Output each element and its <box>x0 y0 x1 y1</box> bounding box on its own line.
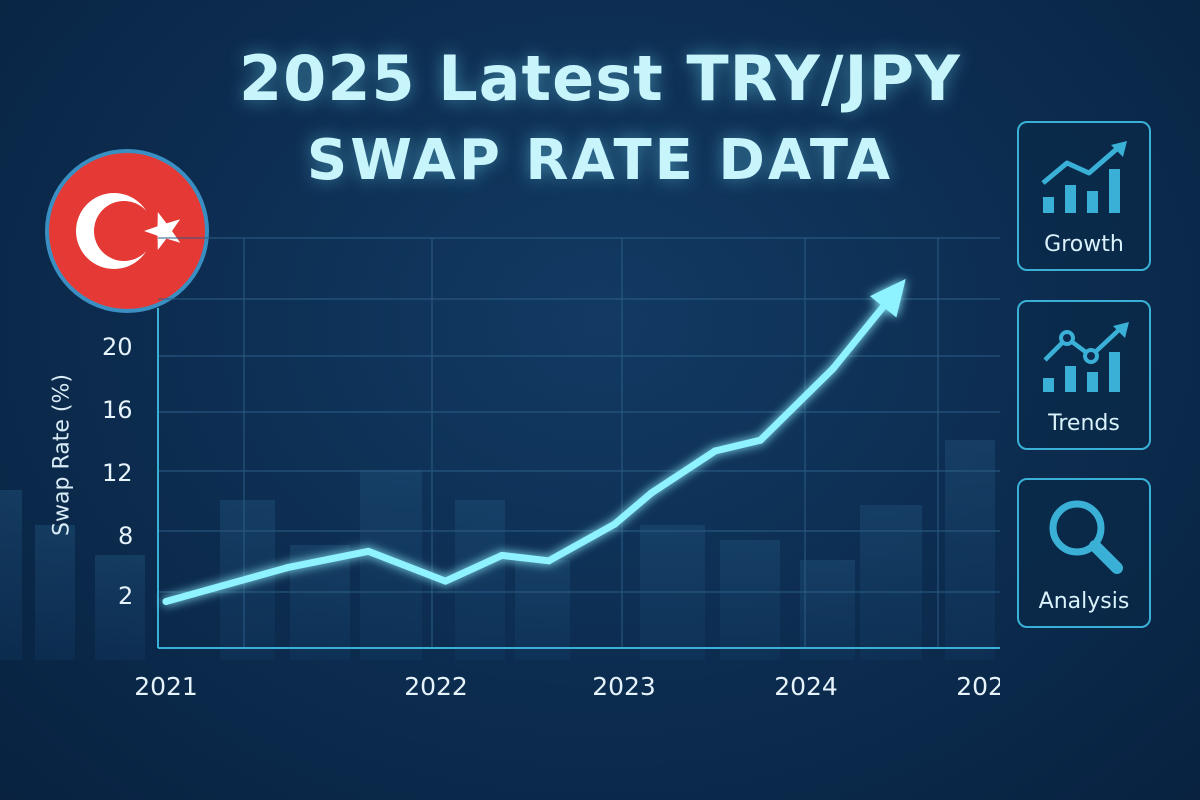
x-tick-label: 2021 <box>134 672 198 701</box>
data-point <box>365 547 372 555</box>
data-point <box>711 447 719 455</box>
y-tick-label: 12 <box>102 459 133 487</box>
growth-card: Growth <box>1017 121 1151 271</box>
x-tick-label: 2024 <box>774 672 838 701</box>
y-tick-label: 8 <box>118 522 133 550</box>
data-point <box>757 436 764 444</box>
trend-line-chart-icon <box>1043 322 1129 392</box>
y-axis-label: Swap Rate (%) <box>49 374 75 536</box>
x-tick-label: 2023 <box>592 672 656 701</box>
swap-rate-chart: 20 16 12 8 2 2021 2022 2023 2024 2025 <box>0 237 1000 701</box>
data-point <box>441 577 449 585</box>
card-label: Growth <box>1044 232 1124 257</box>
y-tick-label: 20 <box>102 333 133 361</box>
x-tick-label: 2025 <box>956 672 1000 701</box>
turkey-flag-icon <box>45 149 209 313</box>
data-point <box>647 489 655 497</box>
growth-bar-chart-icon <box>1041 141 1127 213</box>
city-skyline <box>0 440 995 660</box>
grid <box>158 237 1000 648</box>
trends-card: Trends <box>1017 300 1151 450</box>
data-point <box>829 364 837 372</box>
page-title: 2025 Latest TRY/JPY <box>239 42 961 115</box>
arrow-head-icon <box>869 278 906 318</box>
series-line-group <box>162 278 906 605</box>
series-line <box>162 286 901 605</box>
magnifying-glass-icon <box>1049 500 1123 574</box>
x-tick-label: 2022 <box>404 672 468 701</box>
y-tick-label: 16 <box>102 396 133 424</box>
page-subtitle: SWAP RATE DATA <box>306 128 894 193</box>
y-tick-label: 2 <box>118 582 133 610</box>
card-label: Analysis <box>1038 589 1130 614</box>
data-point <box>162 597 170 605</box>
card-label: Trends <box>1048 411 1120 436</box>
analysis-card: Analysis <box>1017 478 1151 628</box>
data-point <box>498 551 506 559</box>
data-point <box>545 557 553 565</box>
data-point <box>611 520 619 528</box>
data-point <box>284 564 291 572</box>
